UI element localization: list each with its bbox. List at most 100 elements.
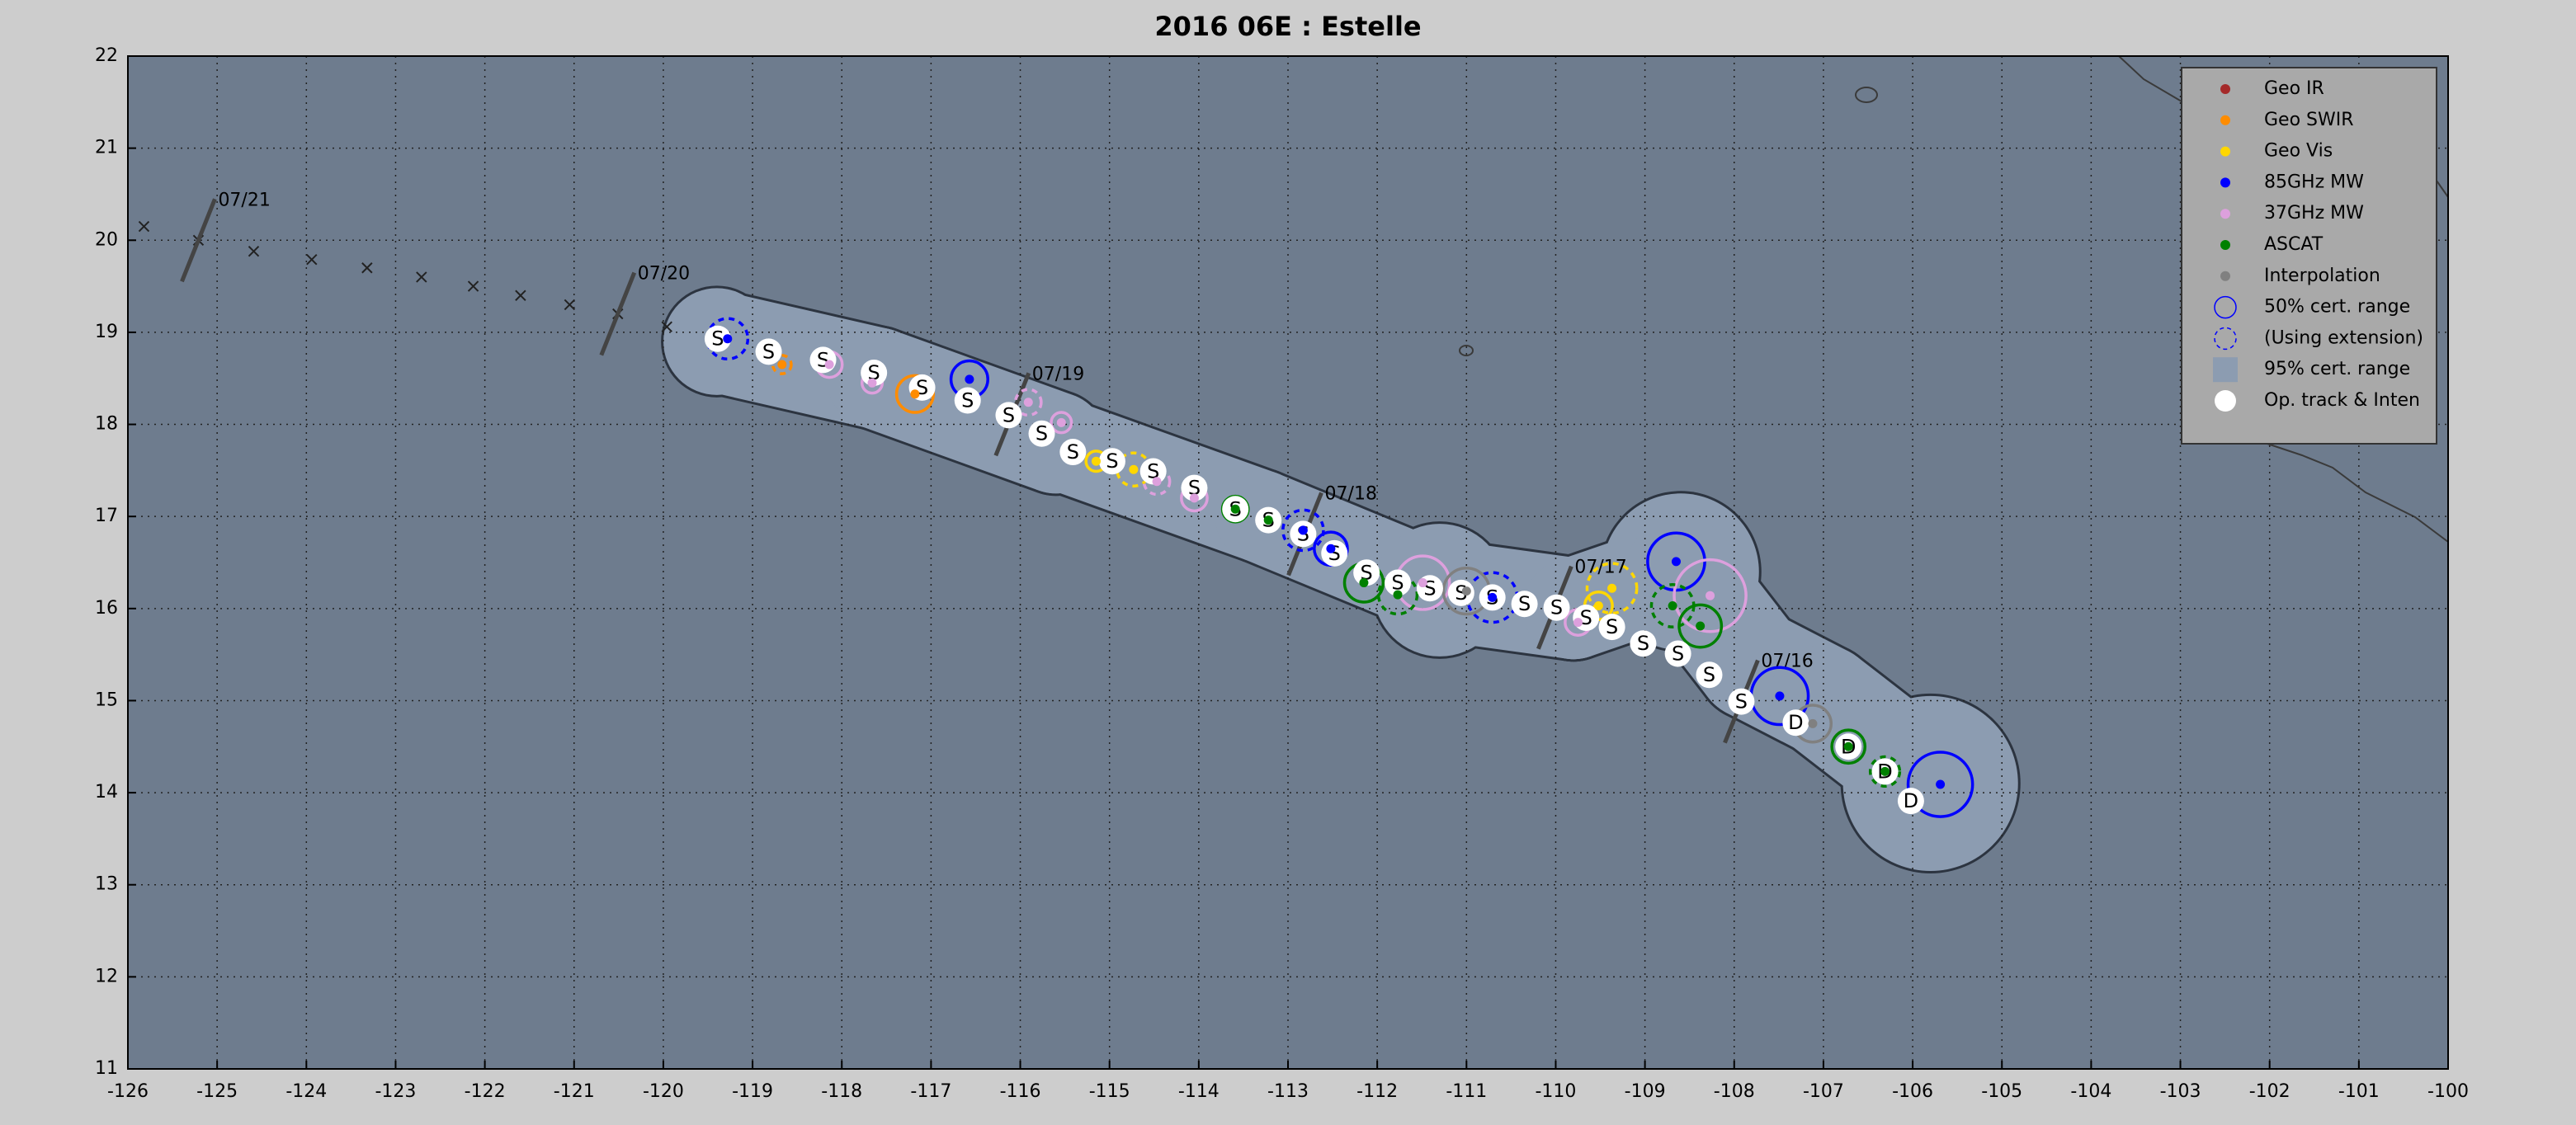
fix-point <box>824 360 834 370</box>
op-track-point <box>1664 640 1691 667</box>
op-track-label: S <box>1106 450 1118 473</box>
fix-point <box>1152 477 1162 487</box>
coastline <box>2118 55 2449 543</box>
x-tick-label: -112 <box>1356 1081 1398 1102</box>
fix-range <box>771 354 793 375</box>
x-tick-label: -120 <box>643 1081 684 1102</box>
op-track-point <box>1630 630 1657 657</box>
cert-95-area <box>1842 695 2018 871</box>
op-track-point <box>755 338 782 365</box>
op-track-point <box>1447 579 1474 606</box>
fix-range <box>1646 531 1706 592</box>
op-track-point <box>1385 569 1412 596</box>
legend-label: Op. track & Inten <box>2264 390 2420 411</box>
op-track-label: S <box>1637 632 1649 655</box>
fix-range <box>1830 728 1867 765</box>
legend-label: Geo SWIR <box>2264 110 2354 130</box>
fix-point <box>1359 578 1369 588</box>
x-tick-label: -124 <box>285 1081 327 1102</box>
op-track-label: S <box>1391 572 1404 595</box>
island <box>1855 87 1878 103</box>
fix-point <box>1461 586 1471 596</box>
y-tick-label: 13 <box>95 874 118 895</box>
op-track-point <box>1897 788 1924 815</box>
op-track-point <box>1098 448 1125 475</box>
legend-marker <box>2220 84 2230 94</box>
legend-marker <box>2220 209 2230 219</box>
fix-point <box>1775 691 1785 701</box>
fix-range <box>1906 751 1974 818</box>
fix-point <box>1671 557 1681 567</box>
fix-point <box>1023 398 1033 407</box>
y-tick-label: 18 <box>95 414 118 435</box>
past-track-point <box>467 280 479 292</box>
fix-point <box>1230 504 1240 514</box>
past-track-point <box>248 245 260 257</box>
legend-marker <box>2220 271 2230 281</box>
x-tick-label: -104 <box>2070 1081 2111 1102</box>
y-tick-label: 20 <box>95 229 118 250</box>
op-track-label: S <box>868 361 880 384</box>
fix-range <box>1868 755 1902 788</box>
fix-point <box>1936 779 1946 789</box>
fix-range <box>1673 558 1748 633</box>
legend-label: 95% cert. range <box>2264 359 2410 379</box>
y-tick-label: 15 <box>95 690 118 710</box>
fix-point <box>723 334 733 344</box>
past-track-point <box>564 299 576 311</box>
x-tick-label: -121 <box>554 1081 595 1102</box>
op-track-point <box>1028 420 1055 447</box>
x-tick-label: -102 <box>2249 1081 2291 1102</box>
fix-point <box>1488 592 1498 602</box>
past-track-point <box>306 254 318 266</box>
legend-label: Interpolation <box>2264 266 2380 286</box>
past-track-point <box>361 262 373 274</box>
op-track-label: S <box>1550 596 1563 619</box>
fix-range <box>1050 411 1073 435</box>
op-track-point <box>1059 439 1087 466</box>
x-tick-label: -118 <box>821 1081 862 1102</box>
fix-point <box>1056 417 1066 427</box>
date-label: 07/20 <box>638 264 690 285</box>
x-tick-label: -111 <box>1446 1081 1487 1102</box>
legend-label: (Using extension) <box>2264 327 2423 348</box>
past-track-point <box>515 289 526 301</box>
op-track-label: S <box>1003 403 1015 426</box>
x-tick-label: -117 <box>910 1081 951 1102</box>
date-label: 07/21 <box>218 190 270 210</box>
fix-point <box>965 374 974 384</box>
past-track-point <box>416 271 427 283</box>
fix-point <box>1393 590 1403 600</box>
date-marker <box>599 271 637 356</box>
fix-point <box>1418 578 1427 588</box>
fix-point <box>1607 583 1617 593</box>
y-tick-label: 19 <box>95 322 118 342</box>
x-tick-label: -108 <box>1714 1081 1755 1102</box>
legend-label: 37GHz MW <box>2264 203 2364 224</box>
op-track-label: S <box>1606 615 1618 638</box>
x-tick-label: -123 <box>375 1081 416 1102</box>
op-track-label: S <box>1067 440 1079 464</box>
fix-point <box>777 360 787 370</box>
date-marker <box>180 198 217 283</box>
y-tick-label: 11 <box>95 1058 118 1079</box>
x-tick-label: -116 <box>1000 1081 1041 1102</box>
op-track-label: S <box>961 389 974 412</box>
x-tick-label: -126 <box>107 1081 149 1102</box>
op-track-point <box>1511 591 1538 618</box>
op-track-label: D <box>1788 711 1803 734</box>
y-tick-label: 21 <box>95 138 118 158</box>
legend-marker <box>2220 115 2230 125</box>
op-track-point <box>1139 458 1167 485</box>
fix-point <box>1668 600 1677 610</box>
fix-point <box>1808 718 1818 728</box>
op-track-label: S <box>1672 643 1684 666</box>
x-tick-label: -122 <box>465 1081 506 1102</box>
x-tick-label: -103 <box>2160 1081 2201 1102</box>
fix-point <box>1696 621 1706 631</box>
fix-range <box>1013 388 1043 417</box>
x-tick-label: -114 <box>1178 1081 1220 1102</box>
op-track-label: S <box>1735 690 1748 713</box>
island <box>1459 345 1474 356</box>
op-track-label: S <box>762 340 775 363</box>
